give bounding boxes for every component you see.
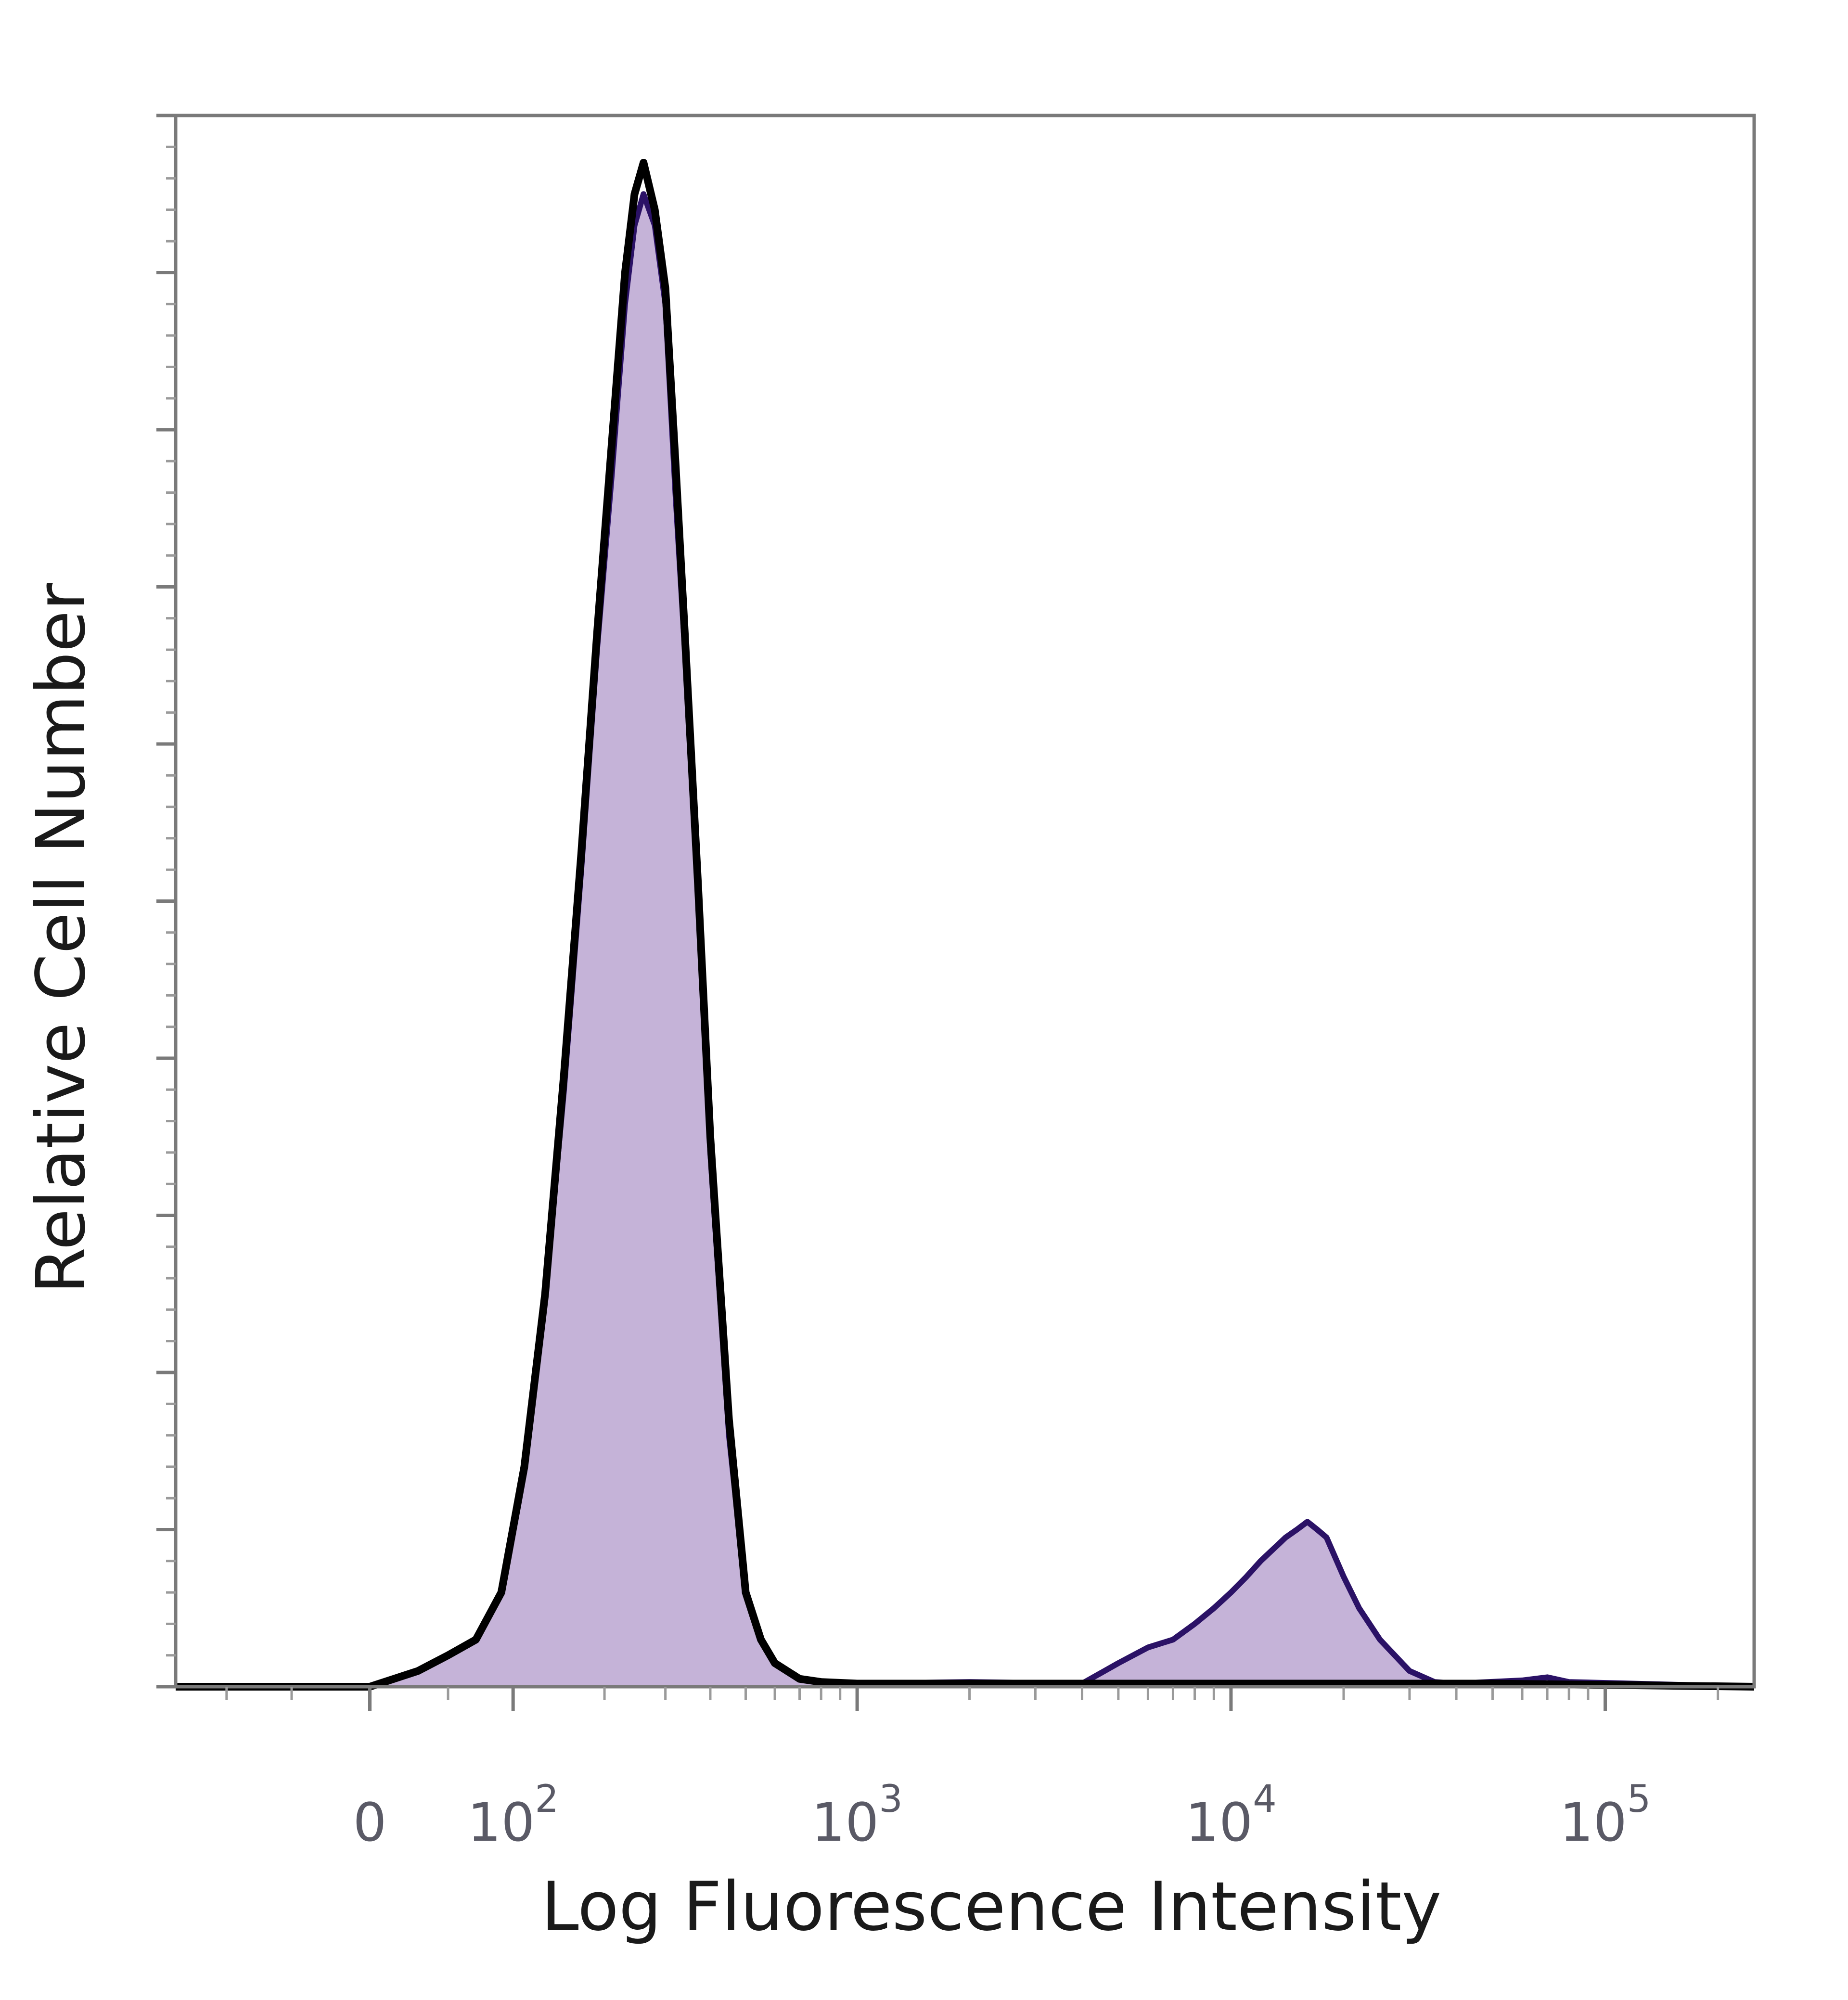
series-fill-area: [176, 194, 1754, 1687]
x-tick-label: 0: [353, 1792, 387, 1853]
y-axis-title: Relative Cell Number: [22, 583, 101, 1294]
axes: 0 102 103 104 105: [156, 114, 1756, 1853]
x-tick-label: 103: [811, 1778, 903, 1853]
x-tick-label: 104: [1185, 1778, 1277, 1853]
series-fill-outline: [176, 191, 1755, 1690]
plot-frame: [174, 114, 1756, 1689]
plot-area: [176, 159, 1755, 1691]
x-axis-title: Log Fluorescence Intensity: [541, 1868, 1442, 1946]
x-tick-label: 105: [1560, 1778, 1651, 1853]
series-outline-line: [176, 159, 1755, 1691]
x-tick-label: 102: [467, 1778, 559, 1853]
